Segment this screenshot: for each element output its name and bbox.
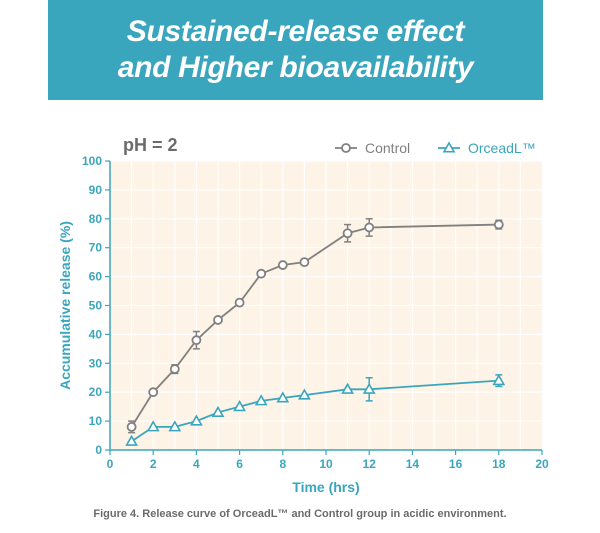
x-tick-label: 12 bbox=[363, 457, 377, 471]
data-point-orceadl bbox=[190, 414, 203, 426]
data-point-control bbox=[277, 260, 288, 270]
y-tick-label: 60 bbox=[89, 270, 103, 284]
y-tick-label: 0 bbox=[95, 443, 102, 457]
y-tick-label: 100 bbox=[82, 154, 102, 168]
figure-caption: Figure 4. Release curve of OrceadL™ and … bbox=[93, 508, 507, 520]
x-tick-label: 16 bbox=[449, 457, 463, 471]
data-point-control bbox=[234, 297, 245, 308]
data-point-control bbox=[169, 364, 180, 374]
data-point-control bbox=[148, 387, 159, 398]
x-axis-title: Time (hrs) bbox=[292, 479, 359, 495]
data-point-control bbox=[213, 315, 223, 325]
ph-annotation: pH = 2 bbox=[123, 135, 178, 155]
legend-marker-control bbox=[341, 143, 351, 153]
data-point-orceadl bbox=[492, 374, 506, 386]
y-tick-label: 30 bbox=[89, 356, 103, 370]
data-point-orceadl bbox=[146, 420, 160, 432]
x-tick-label: 18 bbox=[492, 457, 506, 471]
x-tick-label: 20 bbox=[535, 457, 549, 471]
legend-label-control: Control bbox=[365, 140, 410, 156]
data-point-orceadl bbox=[276, 391, 290, 403]
data-point-orceadl bbox=[168, 420, 182, 432]
data-point-control bbox=[364, 222, 375, 233]
y-tick-label: 50 bbox=[89, 299, 103, 313]
y-tick-label: 80 bbox=[89, 212, 103, 226]
data-point-control bbox=[256, 268, 267, 279]
x-tick-label: 2 bbox=[150, 457, 157, 471]
data-point-orceadl bbox=[254, 394, 268, 406]
y-tick-label: 40 bbox=[89, 327, 103, 341]
data-point-orceadl bbox=[211, 405, 225, 417]
data-point-orceadl bbox=[362, 382, 376, 394]
legend-marker-orceadl bbox=[442, 141, 456, 153]
data-point-orceadl bbox=[341, 382, 354, 394]
x-tick-label: 0 bbox=[107, 457, 114, 471]
data-point-control bbox=[191, 335, 202, 346]
x-tick-label: 14 bbox=[406, 457, 420, 471]
y-tick-label: 10 bbox=[89, 414, 103, 428]
y-tick-label: 90 bbox=[89, 183, 103, 197]
x-tick-label: 8 bbox=[279, 457, 286, 471]
data-point-control bbox=[299, 257, 310, 268]
data-point-control bbox=[493, 219, 504, 230]
y-tick-label: 70 bbox=[89, 241, 103, 255]
data-point-orceadl bbox=[125, 434, 138, 446]
legend-label-orceadl: OrceadL™ bbox=[468, 140, 536, 156]
release-curve-chart: 0 10 20 30 40 50 60 70 80 90 100 0 2 4 6 8 10 12 14 16 18 20 T… bbox=[57, 135, 549, 495]
y-axis-title: Accumulative release (%) bbox=[57, 221, 73, 390]
y-tick-label: 20 bbox=[89, 385, 103, 399]
x-tick-label: 4 bbox=[193, 457, 200, 471]
data-point-control bbox=[342, 228, 353, 239]
data-point-control bbox=[126, 421, 137, 432]
x-tick-label: 10 bbox=[319, 457, 333, 471]
data-point-orceadl bbox=[298, 388, 311, 400]
title-banner: Sustained-release effect and Higher bioa… bbox=[48, 0, 543, 100]
x-tick-label: 6 bbox=[236, 457, 243, 471]
data-point-orceadl bbox=[233, 400, 246, 412]
banner-title: Sustained-release effect and Higher bioa… bbox=[117, 15, 474, 84]
